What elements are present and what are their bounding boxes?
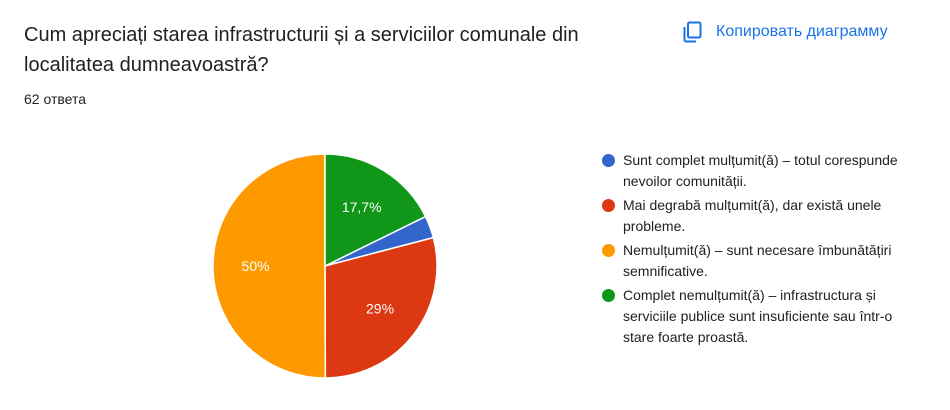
copy-chart-button[interactable]: Копировать диаграмму xyxy=(676,14,896,50)
copy-icon xyxy=(680,20,704,44)
pie-slice-4[interactable] xyxy=(324,153,427,268)
legend-swatch xyxy=(602,154,615,167)
slice-label-2: 29% xyxy=(366,300,394,316)
legend-label: Mai degrabă mulțumit(ă), dar există unel… xyxy=(623,197,882,234)
question-title: Cum apreciați starea infrastructurii și … xyxy=(24,24,579,76)
legend-label: Complet nemulțumit(ă) – infrastructura ș… xyxy=(623,287,893,345)
pie-slice-3[interactable] xyxy=(212,153,327,379)
slice-label-4: 17,7% xyxy=(342,199,382,215)
response-count: 62 ответа xyxy=(24,91,86,107)
pie-slice-2[interactable] xyxy=(324,236,438,379)
legend-item: Sunt complet mulțumit(ă) – totul corespu… xyxy=(602,150,902,192)
chart-legend: Sunt complet mulțumit(ă) – totul corespu… xyxy=(602,150,902,351)
legend-label: Sunt complet mulțumit(ă) – totul corespu… xyxy=(623,152,898,189)
slice-label-3: 50% xyxy=(242,258,270,274)
copy-chart-label: Копировать диаграмму xyxy=(716,23,888,40)
legend-item: Mai degrabă mulțumit(ă), dar există unel… xyxy=(602,195,902,237)
legend-swatch xyxy=(602,289,615,302)
legend-label: Nemulțumit(ă) – sunt necesare îmbunătăți… xyxy=(623,242,892,279)
legend-item: Nemulțumit(ă) – sunt necesare îmbunătăți… xyxy=(602,240,902,282)
legend-swatch xyxy=(602,199,615,212)
legend-item: Complet nemulțumit(ă) – infrastructura ș… xyxy=(602,285,902,348)
legend-swatch xyxy=(602,244,615,257)
